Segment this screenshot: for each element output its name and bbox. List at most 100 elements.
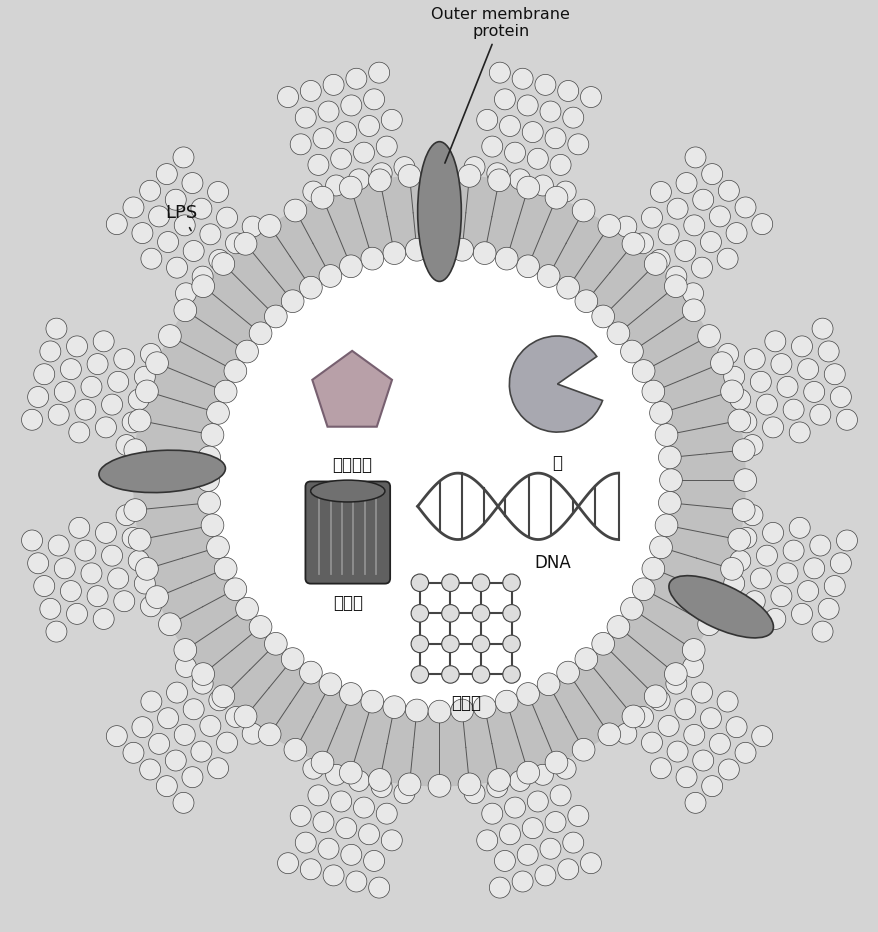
Circle shape (140, 344, 162, 364)
Circle shape (597, 214, 620, 238)
Circle shape (300, 858, 321, 880)
Circle shape (450, 239, 473, 261)
Circle shape (234, 232, 256, 255)
Circle shape (319, 265, 342, 287)
Circle shape (174, 724, 195, 746)
Circle shape (731, 499, 754, 521)
Circle shape (358, 116, 379, 136)
Circle shape (371, 163, 392, 184)
Circle shape (756, 394, 776, 415)
Circle shape (383, 696, 406, 719)
Circle shape (649, 690, 669, 711)
Circle shape (165, 750, 186, 771)
Circle shape (192, 673, 212, 694)
Circle shape (371, 776, 392, 798)
Circle shape (201, 514, 224, 537)
Circle shape (307, 785, 328, 806)
Circle shape (207, 758, 228, 779)
Circle shape (489, 877, 510, 898)
Circle shape (811, 318, 832, 339)
Circle shape (341, 95, 362, 116)
Circle shape (93, 331, 114, 351)
Circle shape (641, 207, 662, 228)
Circle shape (764, 609, 785, 629)
Circle shape (502, 574, 520, 592)
Circle shape (489, 62, 510, 83)
Circle shape (346, 871, 366, 892)
Circle shape (731, 439, 754, 461)
Circle shape (22, 409, 42, 431)
Circle shape (281, 290, 304, 312)
Circle shape (744, 349, 765, 369)
Circle shape (802, 381, 824, 403)
Circle shape (146, 351, 169, 375)
Circle shape (535, 75, 555, 95)
Circle shape (48, 535, 69, 556)
Circle shape (157, 231, 178, 253)
Circle shape (607, 616, 629, 638)
Circle shape (277, 87, 299, 107)
Circle shape (206, 536, 229, 558)
Circle shape (824, 576, 845, 596)
Circle shape (681, 638, 704, 662)
Circle shape (720, 557, 743, 581)
Circle shape (299, 661, 322, 684)
Circle shape (68, 422, 90, 443)
Circle shape (122, 412, 143, 432)
Circle shape (311, 186, 334, 209)
Circle shape (486, 776, 507, 798)
Circle shape (318, 101, 339, 122)
Circle shape (790, 603, 811, 624)
Circle shape (567, 805, 588, 827)
Circle shape (132, 717, 153, 737)
Circle shape (720, 380, 743, 403)
Circle shape (54, 381, 76, 403)
Circle shape (191, 199, 212, 219)
Circle shape (124, 499, 147, 521)
Circle shape (557, 80, 578, 102)
Circle shape (311, 751, 334, 774)
Circle shape (123, 742, 144, 763)
Circle shape (717, 180, 738, 201)
Circle shape (264, 305, 287, 328)
Circle shape (664, 275, 687, 297)
Circle shape (140, 248, 162, 269)
Circle shape (235, 340, 258, 363)
Circle shape (709, 351, 732, 375)
Circle shape (658, 491, 680, 514)
Circle shape (536, 673, 559, 695)
Circle shape (173, 147, 194, 168)
Circle shape (750, 568, 771, 589)
Circle shape (300, 80, 321, 102)
Circle shape (824, 363, 845, 385)
Circle shape (716, 691, 738, 712)
Circle shape (562, 107, 583, 128)
Circle shape (290, 805, 311, 827)
Circle shape (106, 726, 127, 747)
Circle shape (140, 596, 162, 617)
Text: LPS: LPS (166, 204, 198, 230)
Circle shape (124, 439, 147, 461)
Circle shape (135, 380, 158, 403)
Circle shape (335, 122, 356, 143)
Circle shape (134, 366, 155, 387)
Text: 内毒素: 内毒素 (333, 594, 363, 612)
Text: 肽聼糖: 肽聼糖 (450, 693, 480, 712)
Circle shape (622, 706, 644, 728)
Text: Outer membrane
protein: Outer membrane protein (431, 7, 570, 163)
Circle shape (735, 528, 756, 548)
Circle shape (555, 759, 575, 779)
Circle shape (620, 597, 643, 620)
Circle shape (666, 267, 686, 287)
Circle shape (216, 733, 237, 753)
Circle shape (654, 424, 677, 446)
Circle shape (335, 817, 356, 839)
Circle shape (649, 250, 669, 270)
Circle shape (692, 189, 713, 211)
Circle shape (649, 402, 672, 424)
Circle shape (96, 417, 116, 438)
Circle shape (290, 134, 311, 155)
Circle shape (650, 182, 671, 202)
Circle shape (361, 247, 383, 270)
Circle shape (224, 578, 247, 600)
